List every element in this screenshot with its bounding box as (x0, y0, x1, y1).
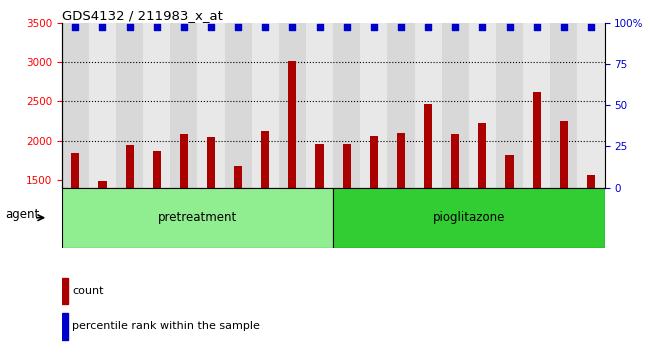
Bar (125, 145, 134, 297)
Bar (577, 23, 605, 188)
Bar (415, 23, 442, 188)
Bar (469, 23, 496, 188)
Bar (170, 23, 198, 188)
Bar (252, 23, 279, 188)
Point (70, 24, 81, 30)
Text: percentile rank within the sample: percentile rank within the sample (72, 321, 260, 331)
Bar (225, 23, 252, 188)
Bar (62, 313, 68, 340)
Point (477, 24, 488, 30)
Bar (289, 61, 296, 297)
Bar (370, 136, 378, 297)
Bar (360, 23, 387, 188)
Bar (442, 23, 469, 188)
Bar (397, 133, 405, 297)
Bar (451, 133, 460, 297)
Bar (496, 23, 523, 188)
Bar (506, 155, 514, 297)
Bar (116, 23, 143, 188)
Point (504, 24, 515, 30)
Bar (523, 23, 551, 188)
Point (233, 24, 243, 30)
Bar (333, 188, 604, 248)
Bar (62, 188, 333, 248)
Bar (333, 23, 360, 188)
Bar (98, 181, 107, 297)
Point (341, 24, 352, 30)
Bar (153, 151, 161, 297)
Point (423, 24, 434, 30)
Bar (180, 134, 188, 297)
Point (558, 24, 569, 30)
Bar (143, 23, 170, 188)
Bar (387, 23, 415, 188)
Bar (234, 166, 242, 297)
Point (124, 24, 135, 30)
Bar (261, 131, 269, 297)
Bar (72, 153, 79, 297)
Point (396, 24, 406, 30)
Point (206, 24, 216, 30)
Point (315, 24, 325, 30)
Bar (532, 92, 541, 297)
Bar (343, 144, 351, 297)
Bar (315, 144, 324, 297)
Point (287, 24, 298, 30)
Text: pretreatment: pretreatment (158, 211, 237, 224)
Bar (207, 137, 215, 297)
Bar (550, 23, 577, 188)
Bar (279, 23, 306, 188)
Text: pioglitazone: pioglitazone (433, 211, 505, 224)
Text: agent: agent (5, 208, 39, 221)
Bar (62, 23, 89, 188)
Bar (587, 175, 595, 297)
Bar (306, 23, 333, 188)
Bar (89, 23, 116, 188)
Point (532, 24, 542, 30)
Point (179, 24, 189, 30)
Point (98, 24, 108, 30)
Text: count: count (72, 286, 104, 296)
Bar (478, 123, 486, 297)
Bar (62, 278, 68, 304)
Bar (198, 23, 225, 188)
Point (586, 24, 596, 30)
Point (369, 24, 379, 30)
Bar (424, 104, 432, 297)
Point (151, 24, 162, 30)
Point (450, 24, 460, 30)
Text: GDS4132 / 211983_x_at: GDS4132 / 211983_x_at (62, 9, 222, 22)
Point (260, 24, 270, 30)
Bar (560, 121, 568, 297)
